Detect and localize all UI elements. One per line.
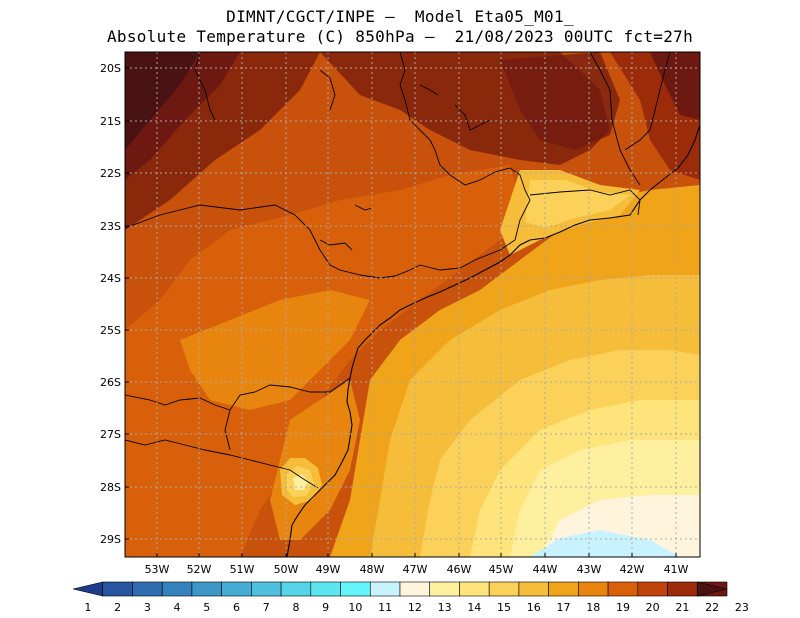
graticule bbox=[125, 52, 700, 557]
title-line-1: DIMNT/CGCT/INPE – Model Eta05_M01_ bbox=[226, 7, 574, 26]
lon-label: 48W bbox=[360, 563, 385, 576]
colorbar-label: 13 bbox=[438, 601, 452, 614]
temperature-field bbox=[125, 52, 700, 557]
colorbar-swatch bbox=[191, 581, 222, 597]
map-frame bbox=[124, 51, 701, 558]
colorbar-label: 5 bbox=[203, 601, 210, 614]
colorbar-swatch bbox=[607, 581, 639, 597]
colorbar-swatch bbox=[637, 581, 668, 597]
colorbar-swatch bbox=[251, 581, 282, 597]
colorbar-label: 19 bbox=[616, 601, 630, 614]
colorbar-swatch bbox=[72, 581, 104, 597]
lon-label: 53W bbox=[145, 563, 170, 576]
colorbar-label: 11 bbox=[378, 601, 392, 614]
colorbar-label: 12 bbox=[408, 601, 422, 614]
colorbar-label: 14 bbox=[467, 601, 481, 614]
colorbar-swatch bbox=[548, 581, 579, 597]
colorbar-swatch bbox=[340, 581, 371, 597]
colorbar-label: 6 bbox=[233, 601, 240, 614]
colorbar-label: 1 bbox=[84, 601, 91, 614]
colorbar-swatch bbox=[161, 581, 193, 597]
lat-label: 23S bbox=[100, 220, 121, 233]
colorbar-label: 4 bbox=[174, 601, 181, 614]
colorbar-labels: 1 2 3 4 5 6 7 8 9 10 11 12 13 14 15 16 17 18 19 20 21 22 23 bbox=[84, 601, 749, 614]
colorbar-label: 7 bbox=[263, 601, 270, 614]
colorbar-swatch bbox=[221, 581, 252, 597]
latitude-labels: 20S 21S 22S 23S 24S 25S 26S 27S 28S 29S bbox=[100, 62, 129, 546]
colorbar-label: 23 bbox=[735, 601, 749, 614]
colorbar-label: 15 bbox=[497, 601, 511, 614]
colorbar-label: 22 bbox=[705, 601, 719, 614]
colorbar-swatch bbox=[399, 581, 431, 597]
lon-label: 43W bbox=[577, 563, 602, 576]
lat-label: 25S bbox=[100, 324, 121, 337]
colorbar-swatch bbox=[459, 581, 490, 597]
colorbar-swatch bbox=[488, 581, 520, 597]
colorbar-label: 8 bbox=[292, 601, 299, 614]
colorbar-label: 10 bbox=[348, 601, 362, 614]
lat-label: 21S bbox=[100, 115, 121, 128]
lat-label: 24S bbox=[100, 272, 121, 285]
colorbar-label: 2 bbox=[114, 601, 121, 614]
lon-label: 47W bbox=[403, 563, 428, 576]
colorbar-label: 9 bbox=[322, 601, 329, 614]
lon-label: 41W bbox=[664, 563, 689, 576]
lat-label: 26S bbox=[100, 376, 121, 389]
longitude-labels: 53W 52W 51W 50W 49W 48W 47W 46W 45W 44W 43W 42W 41W bbox=[145, 553, 689, 576]
colorbar-label: 17 bbox=[557, 601, 571, 614]
lat-label: 20S bbox=[100, 62, 121, 75]
lon-label: 52W bbox=[187, 563, 212, 576]
colorbar-swatch bbox=[518, 581, 549, 597]
colorbar-swatch bbox=[280, 581, 312, 597]
colorbar-swatch bbox=[102, 581, 133, 597]
colorbar-swatch bbox=[310, 581, 341, 597]
title-line-2: Absolute Temperature (C) 850hPa – 21/08/… bbox=[106, 27, 694, 46]
lat-label: 28S bbox=[100, 481, 121, 494]
lon-label: 45W bbox=[489, 563, 514, 576]
lon-label: 42W bbox=[620, 563, 645, 576]
colorbar-swatch bbox=[578, 581, 609, 597]
lat-label: 27S bbox=[100, 428, 121, 441]
colorbar-label: 20 bbox=[646, 601, 660, 614]
colorbar-label: 16 bbox=[527, 601, 541, 614]
lat-label: 29S bbox=[100, 533, 121, 546]
colorbar-swatch bbox=[429, 581, 460, 597]
colorbar-label: 21 bbox=[675, 601, 689, 614]
colorbar-swatch bbox=[132, 581, 163, 597]
lat-label: 22S bbox=[100, 167, 121, 180]
lon-label: 46W bbox=[447, 563, 472, 576]
lon-label: 51W bbox=[230, 563, 255, 576]
lon-label: 44W bbox=[533, 563, 558, 576]
colorbar-swatch bbox=[369, 581, 401, 597]
lon-label: 50W bbox=[274, 563, 299, 576]
colorbar-label: 18 bbox=[586, 601, 600, 614]
colorbar-label: 3 bbox=[144, 601, 151, 614]
lon-label: 49W bbox=[316, 563, 341, 576]
colorbar bbox=[72, 581, 728, 597]
colorbar-swatch bbox=[696, 581, 728, 597]
colorbar-swatch bbox=[667, 581, 698, 597]
